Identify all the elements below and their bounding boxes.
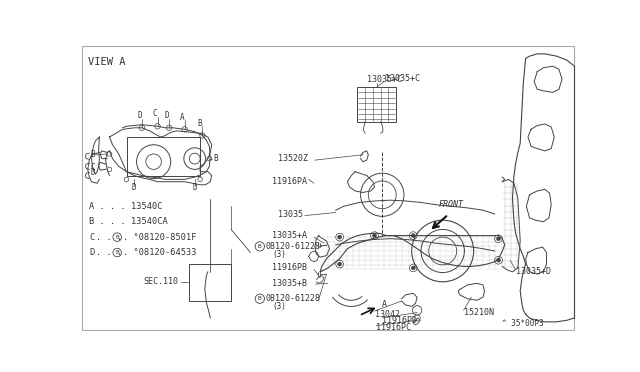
- Text: B: B: [115, 235, 119, 240]
- Text: B: B: [258, 296, 262, 301]
- Bar: [358, 87, 396, 122]
- Text: 13042: 13042: [374, 310, 399, 319]
- Circle shape: [497, 237, 500, 241]
- Text: 13035+B: 13035+B: [272, 279, 307, 288]
- Text: B: B: [90, 150, 95, 159]
- Text: B: B: [213, 154, 218, 163]
- Text: C: C: [153, 109, 157, 118]
- Text: D: D: [164, 111, 169, 120]
- Text: 13035+D: 13035+D: [516, 267, 550, 276]
- Text: (3): (3): [272, 250, 286, 259]
- Text: . . .: . . .: [96, 248, 122, 257]
- Text: (3): (3): [272, 302, 286, 311]
- Text: B: B: [258, 244, 262, 249]
- Text: C: C: [90, 232, 95, 242]
- Text: D: D: [138, 111, 142, 120]
- Text: A . . . 13540C: A . . . 13540C: [90, 202, 163, 211]
- Text: D: D: [90, 248, 95, 257]
- Text: 15210N: 15210N: [463, 308, 493, 317]
- Text: ^ 35*00P3: ^ 35*00P3: [502, 319, 544, 328]
- Circle shape: [338, 262, 342, 266]
- Bar: [189, 264, 231, 301]
- Text: 13035+C: 13035+C: [385, 74, 420, 83]
- Text: 13035+C: 13035+C: [367, 75, 402, 84]
- Text: 13035: 13035: [278, 209, 303, 218]
- Text: . . .: . . .: [96, 232, 122, 242]
- Text: A: A: [180, 112, 184, 122]
- Text: 11916PA: 11916PA: [272, 177, 307, 186]
- Text: B: B: [198, 119, 202, 128]
- Circle shape: [372, 234, 376, 238]
- Text: D: D: [193, 183, 197, 192]
- Text: A: A: [382, 301, 387, 310]
- Text: B: B: [115, 250, 119, 255]
- Text: 11916PC: 11916PC: [376, 324, 411, 333]
- Bar: [127, 137, 200, 176]
- Text: SEC.110: SEC.110: [143, 277, 179, 286]
- Text: D: D: [132, 183, 136, 192]
- Text: 13520Z: 13520Z: [278, 154, 308, 163]
- Circle shape: [338, 235, 342, 239]
- Text: . °08120-64533: . °08120-64533: [123, 248, 196, 257]
- Text: 08120-61228: 08120-61228: [266, 242, 321, 251]
- Text: 13035+A: 13035+A: [272, 231, 307, 240]
- Circle shape: [412, 234, 415, 238]
- Circle shape: [497, 258, 500, 262]
- Text: FRONT: FRONT: [438, 200, 463, 209]
- Text: 11916PD: 11916PD: [382, 316, 417, 325]
- Text: D: D: [90, 168, 95, 177]
- Text: 11916PB: 11916PB: [272, 263, 307, 272]
- Text: VIEW A: VIEW A: [88, 57, 125, 67]
- Text: . °08120-8501F: . °08120-8501F: [123, 232, 196, 242]
- Circle shape: [412, 266, 415, 270]
- Text: B . . . 13540CA: B . . . 13540CA: [90, 217, 168, 226]
- Text: 08120-61228: 08120-61228: [266, 294, 321, 303]
- Text: C: C: [90, 163, 95, 172]
